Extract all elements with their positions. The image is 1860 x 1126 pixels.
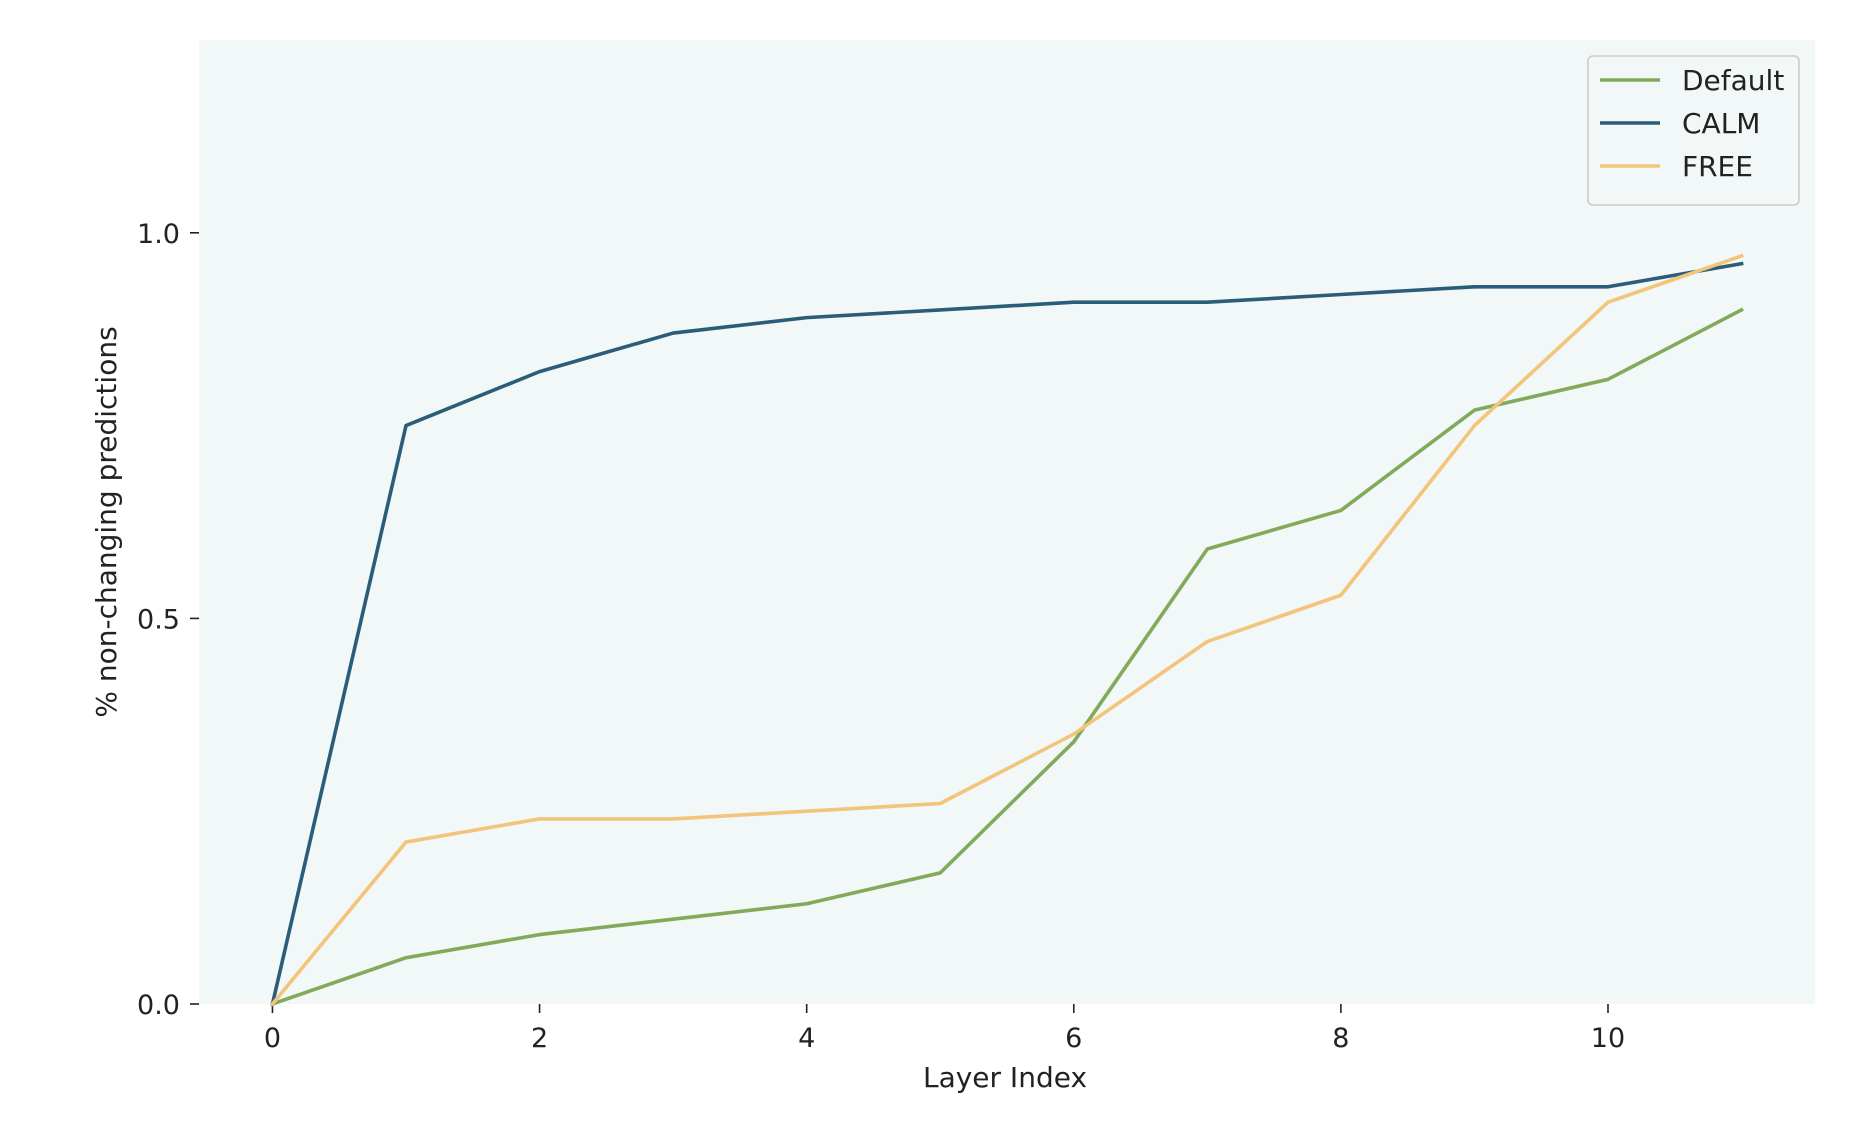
x-tick-label: 6 [1065,1023,1082,1054]
series-line-free [269,253,1744,1007]
legend-label-calm: CALM [1682,107,1760,140]
legend-label-free: FREE [1682,150,1753,183]
legend: Default CALM FREE [1587,55,1800,206]
legend-label-default: Default [1682,64,1784,97]
y-tick-label: 0.0 [137,990,180,1021]
series-line-calm [270,261,1744,1007]
y-axis-label: % non-changing predictions [90,326,123,717]
x-tick-label: 10 [1591,1023,1625,1054]
y-tick-label: 0.5 [137,604,180,635]
x-tick-label: 2 [531,1023,548,1054]
plot-area [199,40,1815,1004]
series-layer [269,253,1744,1007]
x-tick-label: 0 [264,1023,281,1054]
y-tick-label: 1.0 [137,219,180,250]
x-tick-label: 4 [798,1023,815,1054]
y-axis: 0.0 0.5 1.0 [137,219,199,1021]
x-axis: 0 2 4 6 8 10 [264,1004,1625,1054]
x-tick-label: 8 [1332,1023,1349,1054]
x-axis-label: Layer Index [923,1061,1087,1094]
